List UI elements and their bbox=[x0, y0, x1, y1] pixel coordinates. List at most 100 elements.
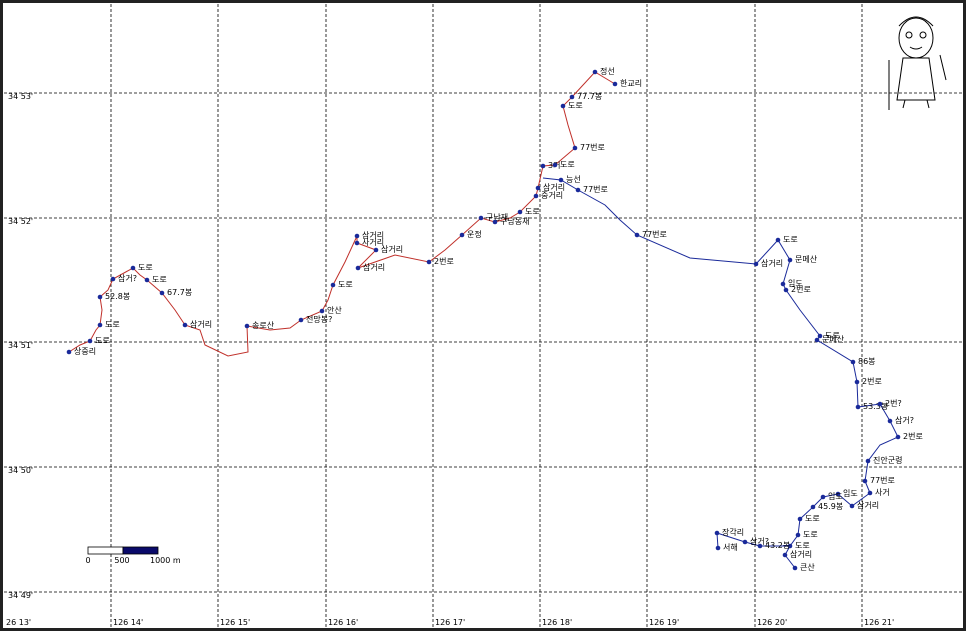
waypoint-marker bbox=[533, 193, 539, 199]
waypoint-marker bbox=[144, 277, 150, 283]
waypoint-label: 삼거리 bbox=[790, 549, 812, 559]
waypoint-label: 77번로 bbox=[580, 143, 605, 152]
scale-segment bbox=[87, 546, 124, 555]
waypoint-label: 한교리 bbox=[620, 79, 642, 88]
waypoint-label: 2번? bbox=[885, 399, 902, 408]
longitude-label: 126 16' bbox=[328, 618, 358, 627]
waypoint-label: 임도 bbox=[788, 279, 803, 288]
waypoint-marker bbox=[835, 491, 841, 497]
waypoint-label: 67.7봉 bbox=[167, 288, 192, 297]
waypoint-marker bbox=[797, 516, 803, 522]
waypoint-label: 도로 bbox=[795, 541, 810, 550]
waypoint-marker bbox=[492, 219, 498, 225]
waypoint-marker bbox=[849, 503, 855, 509]
waypoint-label: 삼거? bbox=[750, 536, 769, 546]
waypoint-marker bbox=[97, 294, 103, 300]
waypoint-label: 삼거리 bbox=[761, 258, 783, 268]
waypoint-marker bbox=[244, 323, 250, 329]
latitude-label: 34 51' bbox=[8, 341, 33, 350]
waypoint-label: 45.9봉 bbox=[818, 502, 843, 511]
waypoint-marker bbox=[814, 337, 820, 343]
waypoint-marker bbox=[867, 490, 873, 496]
waypoint-label: 정선 bbox=[600, 66, 615, 76]
waypoint-marker bbox=[753, 261, 759, 267]
waypoint-marker bbox=[714, 530, 720, 536]
waypoint-marker bbox=[110, 276, 116, 282]
scale-bar: 0 500 1000 m bbox=[85, 546, 181, 565]
waypoint-marker bbox=[355, 265, 361, 271]
waypoint-label: 문메산 bbox=[795, 254, 818, 264]
waypoint-marker bbox=[298, 317, 304, 323]
waypoint-label: 도로 bbox=[95, 336, 110, 345]
waypoint-label: 삼거리 bbox=[363, 262, 385, 272]
waypoint-marker bbox=[558, 177, 564, 183]
waypoint-marker bbox=[787, 543, 793, 549]
waypoint-label: 송로산 bbox=[252, 320, 275, 330]
waypoint-marker bbox=[783, 287, 789, 293]
waypoint-marker bbox=[850, 359, 856, 365]
waypoint-label: 77번로 bbox=[870, 476, 895, 485]
longitude-label: 126 15' bbox=[220, 618, 250, 627]
waypoint-marker bbox=[715, 545, 721, 551]
waypoint-label: 임도 bbox=[843, 489, 858, 498]
waypoint-marker bbox=[865, 458, 871, 464]
waypoint-marker bbox=[459, 232, 465, 238]
waypoint-marker bbox=[572, 145, 578, 151]
waypoint-label: 도로 bbox=[560, 160, 575, 169]
waypoint-label: 구남동재 bbox=[500, 217, 529, 226]
waypoint-label: 2번로 bbox=[434, 257, 454, 266]
waypoint-label: 도로 bbox=[805, 514, 820, 523]
waypoint-label: 삼거리 bbox=[543, 182, 565, 192]
waypoint-label: 도로 bbox=[105, 320, 120, 329]
latitude-label: 34 50' bbox=[8, 466, 33, 475]
waypoint-label: 전망봉? bbox=[306, 314, 332, 324]
waypoint-marker bbox=[792, 565, 798, 571]
waypoint-label: 77.7봉 bbox=[577, 92, 602, 101]
waypoint-label: 삼거? bbox=[895, 415, 914, 425]
waypoint-marker bbox=[560, 103, 566, 109]
waypoint-marker bbox=[817, 333, 823, 339]
waypoint-marker bbox=[634, 232, 640, 238]
waypoint-label: 2번로 bbox=[791, 285, 811, 294]
waypoint-label: 중거리 bbox=[541, 191, 563, 200]
scale-label: 500 bbox=[114, 556, 129, 565]
waypoint-marker bbox=[820, 494, 826, 500]
waypoint-label: 86봉 bbox=[858, 357, 876, 366]
longitude-label: 126 17' bbox=[435, 618, 465, 627]
waypoint-label: 사거리 bbox=[362, 238, 384, 247]
waypoint-marker bbox=[540, 163, 546, 169]
waypoint-marker bbox=[373, 247, 379, 253]
waypoint-marker bbox=[354, 240, 360, 246]
waypoint-marker bbox=[780, 281, 786, 287]
waypoint-marker bbox=[569, 94, 575, 100]
waypoint-label: 서해 bbox=[723, 542, 738, 552]
waypoint-marker bbox=[895, 434, 901, 440]
waypoint-label: 삼거리 bbox=[857, 500, 879, 510]
waypoint-marker bbox=[97, 322, 103, 328]
waypoint-label: 2번로 bbox=[862, 377, 882, 386]
waypoint-label: 상중리 bbox=[74, 346, 96, 356]
waypoint-label: 도로 bbox=[825, 331, 840, 340]
waypoint-marker bbox=[478, 215, 484, 221]
waypoint-label: 삼거리 bbox=[362, 230, 384, 240]
waypoint-marker bbox=[810, 504, 816, 510]
waypoint-label: 문메산 bbox=[822, 334, 845, 344]
waypoint-label: 삼거? bbox=[118, 273, 137, 283]
waypoint-label: 도로 bbox=[525, 207, 540, 216]
waypoint-marker bbox=[575, 187, 581, 193]
waypoint-marker bbox=[742, 539, 748, 545]
waypoint-marker bbox=[517, 209, 523, 215]
waypoint-label: 도로 bbox=[568, 101, 583, 110]
longitude-label: 126 14' bbox=[113, 618, 143, 627]
waypoint-label: 삼거리 bbox=[190, 319, 212, 329]
latitude-label: 34 49' bbox=[8, 591, 33, 600]
waypoint-label: 진안군령 bbox=[873, 455, 902, 465]
waypoint-marker bbox=[426, 259, 432, 265]
waypoint-label: 도로 bbox=[138, 263, 153, 272]
waypoint-marker bbox=[782, 552, 788, 558]
waypoint-label: 큰산 bbox=[800, 562, 815, 572]
longitude-label: 126 19' bbox=[649, 618, 679, 627]
waypoint-marker bbox=[757, 543, 763, 549]
waypoint-label: 43.2봉 bbox=[765, 541, 790, 550]
